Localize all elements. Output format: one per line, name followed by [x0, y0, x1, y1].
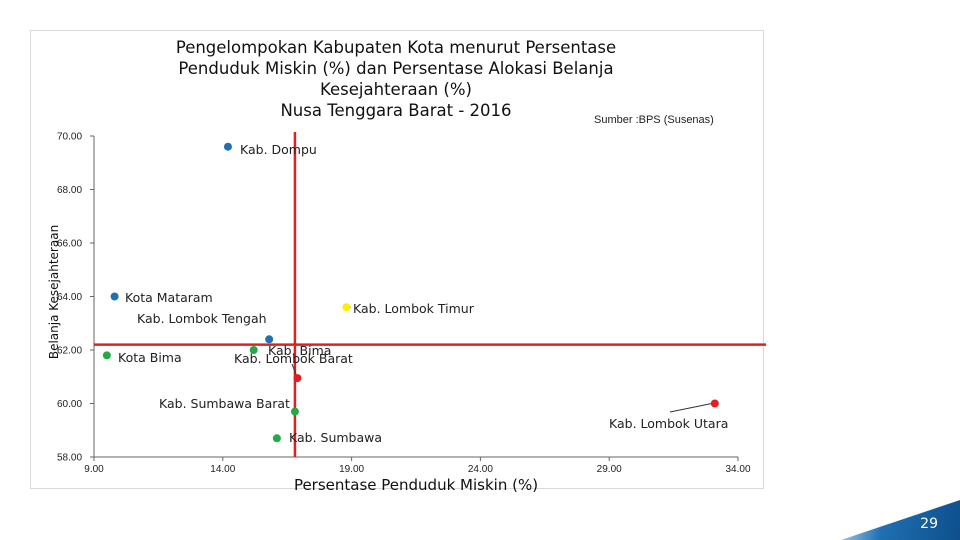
- data-point: [710, 399, 719, 408]
- data-point: [102, 351, 111, 360]
- label-leader-line: [669, 403, 712, 413]
- y-tick-label: 64.00: [57, 292, 82, 303]
- x-tick-label: 9.00: [84, 464, 104, 475]
- source-note: Sumber :BPS (Susenas): [594, 114, 714, 126]
- y-tick-label: 62.00: [57, 346, 82, 357]
- data-point: [110, 292, 119, 301]
- title-line-3: Kesejahteraan (%): [320, 80, 472, 99]
- data-point: [342, 303, 351, 312]
- y-tick-label: 70.00: [57, 132, 82, 143]
- data-point-label: Kab. Dompu: [240, 142, 317, 157]
- data-point: [249, 346, 258, 354]
- data-point: [265, 335, 274, 344]
- title-line-2: Penduduk Miskin (%) dan Persentase Aloka…: [178, 59, 614, 78]
- x-tick-label: 34.00: [725, 464, 750, 475]
- data-point-label: Kab. Lombok Tengah: [137, 311, 267, 326]
- title-line-4: Nusa Tenggara Barat - 2016: [280, 101, 512, 120]
- x-tick-label: 24.00: [468, 464, 493, 475]
- x-tick-label: 14.00: [210, 464, 235, 475]
- data-point: [223, 142, 232, 151]
- data-point: [272, 434, 281, 443]
- data-point-label: Kota Mataram: [125, 290, 213, 305]
- x-tick-label: 19.00: [339, 464, 364, 475]
- chart-frame: [30, 30, 764, 489]
- data-point: [290, 407, 299, 416]
- y-axis-title: Belanja Kesejahteraan: [47, 225, 61, 359]
- data-point: [293, 374, 302, 383]
- y-tick-label: 58.00: [57, 453, 82, 464]
- data-point-label: Kota Bima: [118, 350, 182, 365]
- y-tick-label: 66.00: [57, 239, 82, 250]
- x-axis-title: Persentase Penduduk Miskin (%): [294, 476, 538, 494]
- y-tick-label: 60.00: [57, 399, 82, 410]
- x-tick-label: 29.00: [597, 464, 622, 475]
- data-point-label: Kab. Lombok Barat: [234, 351, 353, 366]
- y-tick-label: 68.00: [57, 185, 82, 196]
- data-point-label: Kab. Sumbawa Barat: [159, 396, 290, 411]
- page-number: 29: [920, 516, 938, 532]
- data-point-label: Kab. Bima: [268, 343, 331, 358]
- title-line-1: Pengelompokan Kabupaten Kota menurut Per…: [175, 38, 617, 57]
- data-point-label: Kab. Lombok Timur: [353, 301, 475, 316]
- data-point-label: Kab. Lombok Utara: [609, 416, 728, 431]
- data-point-label: Kab. Sumbawa: [289, 430, 382, 445]
- chart-title: Pengelompokan Kabupaten Kota menurut Per…: [96, 37, 696, 121]
